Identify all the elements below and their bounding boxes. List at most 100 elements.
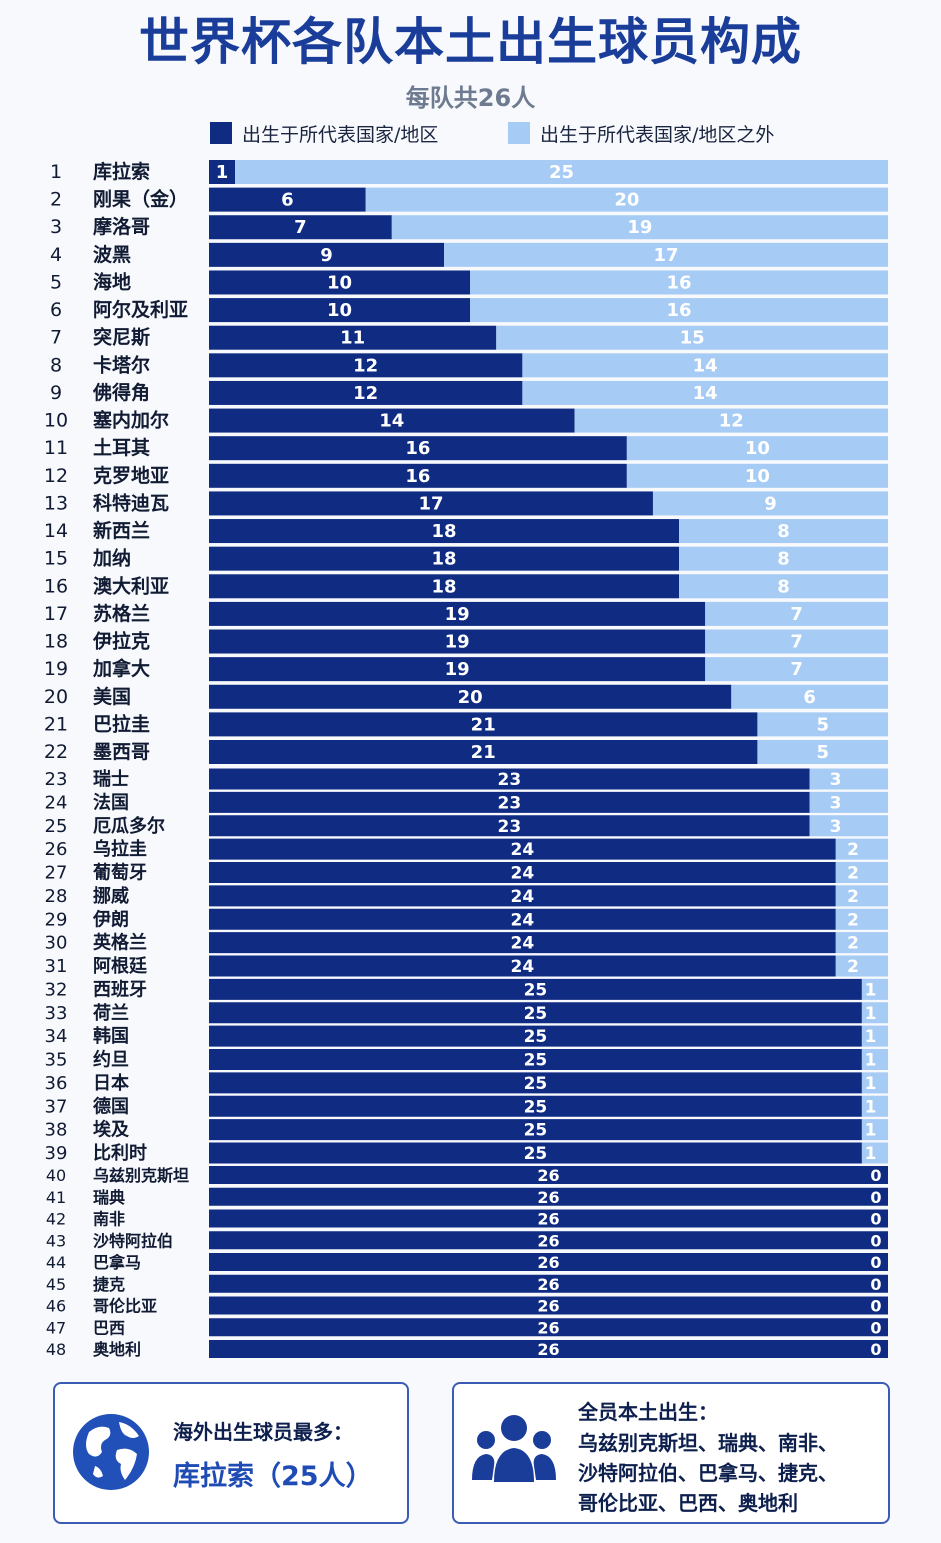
category-label: 奥地利 (93, 1340, 141, 1359)
bar-abroad (835, 908, 888, 930)
bar-home (209, 862, 836, 883)
rank-label: 8 (50, 354, 62, 376)
bar-home (209, 1095, 862, 1117)
bar-home (209, 160, 236, 184)
rank-label: 3 (50, 216, 62, 238)
rank-label: 27 (45, 863, 68, 884)
bar-abroad (861, 1119, 888, 1141)
abroad-value-label: 0 (870, 1188, 881, 1207)
category-label: 约旦 (93, 1049, 129, 1071)
home-value-label: 1 (216, 162, 229, 183)
category-label: 巴拉圭 (93, 712, 150, 735)
legend-home-swatch (210, 122, 232, 144)
home-value-label: 9 (320, 245, 333, 266)
bar-abroad (861, 1072, 888, 1094)
home-value-label: 12 (353, 383, 378, 404)
rank-label: 7 (50, 327, 62, 349)
bar-abroad (705, 601, 888, 626)
category-label: 厄瓜多尔 (93, 815, 165, 837)
legend-home-label: 出生于所代表国家/地区 (242, 123, 439, 146)
legend-home: 出生于所代表国家/地区 (210, 118, 438, 148)
category-label: 伊拉克 (92, 630, 150, 653)
bar-home (209, 815, 810, 837)
bar-home (209, 519, 680, 544)
rank-label: 17 (44, 603, 68, 625)
abroad-value-label: 2 (847, 840, 859, 860)
category-label: 日本 (93, 1072, 129, 1094)
category-label: 阿尔及利亚 (93, 298, 188, 321)
bar-home (209, 408, 575, 433)
rank-label: 16 (44, 575, 68, 597)
bar-home (209, 491, 653, 516)
category-label: 美国 (93, 685, 131, 708)
category-label: 科特迪瓦 (93, 491, 169, 514)
rank-label: 14 (44, 520, 68, 542)
bar-abroad (809, 815, 888, 837)
abroad-value-label: 0 (870, 1340, 881, 1359)
bar-abroad (470, 270, 888, 295)
home-value-label: 6 (281, 190, 294, 211)
bar-abroad (470, 298, 888, 323)
abroad-value-label: 10 (745, 438, 770, 459)
bar-home (209, 932, 836, 954)
abroad-value-label: 2 (847, 934, 859, 954)
rank-label: 37 (45, 1096, 68, 1117)
bar-abroad (861, 1049, 888, 1070)
bar-abroad (679, 519, 888, 544)
most-abroad-value: 库拉索（25人） (173, 1461, 373, 1492)
category-label: 突尼斯 (93, 326, 150, 349)
rank-label: 18 (44, 631, 68, 653)
rank-label: 2 (50, 189, 62, 211)
rank-label: 22 (44, 741, 68, 763)
bar-abroad (835, 862, 888, 883)
rank-label: 32 (45, 979, 68, 1000)
bar-abroad (757, 740, 888, 764)
rank-label: 48 (46, 1340, 66, 1359)
bar-abroad (809, 768, 888, 790)
abroad-value-label: 12 (719, 411, 744, 432)
bar-abroad (522, 380, 888, 405)
home-value-label: 24 (511, 887, 535, 907)
abroad-value-label: 1 (865, 1144, 877, 1164)
bar-home (209, 270, 471, 295)
bar-home (209, 1072, 862, 1094)
abroad-value-label: 1 (865, 1004, 877, 1024)
bar-home (209, 601, 706, 626)
category-label: 英格兰 (92, 932, 147, 954)
all-home-line-3: 哥伦比亚、巴西、奥地利 (578, 1491, 798, 1515)
abroad-value-label: 1 (865, 980, 877, 1000)
category-label: 刚果（金） (93, 188, 188, 211)
bar-home (209, 325, 497, 350)
bar-home (209, 657, 706, 682)
category-label: 捷克 (93, 1275, 125, 1294)
category-label: 韩国 (93, 1025, 129, 1047)
home-value-label: 25 (524, 1051, 548, 1071)
bar-home (209, 712, 758, 737)
rank-label: 34 (45, 1026, 68, 1047)
abroad-value-label: 1 (865, 1097, 877, 1117)
bar-abroad (496, 325, 888, 350)
bar-home (209, 1025, 862, 1047)
home-value-label: 10 (327, 300, 352, 321)
bar-home (209, 380, 523, 405)
bar-home (209, 908, 836, 930)
category-label: 新西兰 (93, 519, 150, 542)
home-value-label: 7 (294, 217, 307, 238)
bar-abroad (679, 574, 888, 599)
category-label: 海地 (93, 270, 131, 293)
rank-label: 13 (44, 492, 68, 514)
home-value-label: 18 (432, 576, 457, 597)
bar-abroad (861, 1142, 888, 1164)
category-label: 比利时 (93, 1142, 147, 1164)
abroad-value-label: 0 (870, 1166, 881, 1185)
abroad-value-label: 7 (790, 604, 803, 625)
category-label: 哥伦比亚 (93, 1297, 157, 1316)
globe-icon (73, 1414, 149, 1490)
category-label: 卡塔尔 (93, 353, 150, 376)
bar-home (209, 1274, 888, 1293)
bar-abroad (522, 353, 888, 378)
category-label: 葡萄牙 (92, 862, 147, 884)
abroad-value-label: 7 (790, 659, 803, 680)
rank-label: 35 (45, 1050, 68, 1071)
home-value-label: 18 (432, 521, 457, 542)
